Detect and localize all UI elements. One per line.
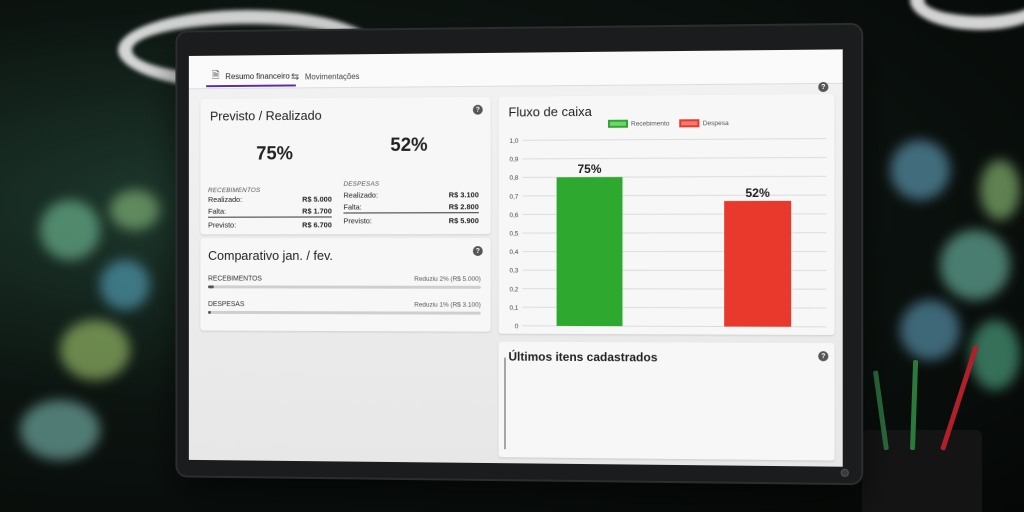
pencil xyxy=(940,344,979,451)
card-title: Últimos itens cadastrados xyxy=(508,349,658,365)
y-tick-label: 0,2 xyxy=(509,286,518,293)
y-tick-label: 0,6 xyxy=(509,212,518,219)
pencil-cup xyxy=(862,344,982,512)
progress-fill xyxy=(208,310,211,314)
row-value: R$ 2.800 xyxy=(448,202,479,212)
background-light xyxy=(20,400,100,460)
recebimentos-previsto-row: Previsto: R$ 6.700 xyxy=(208,220,332,229)
row-value: R$ 1.700 xyxy=(302,206,332,216)
row-label: Previsto: xyxy=(208,220,237,230)
despesas-realizado-row: Realizado: R$ 3.100 xyxy=(343,190,478,199)
legend-item-despesa[interactable]: Despesa xyxy=(679,119,729,128)
card-title: Comparativo jan. / fev. xyxy=(208,248,333,263)
ultimos-itens-card: Últimos itens cadastrados ? xyxy=(498,341,835,461)
y-tick-label: 0,9 xyxy=(509,156,518,163)
tab-label: Resumo financeiro xyxy=(225,71,290,81)
gridline xyxy=(522,157,826,158)
swap-arrows-icon: ⇆ xyxy=(291,71,300,83)
comparativo-card: Comparativo jan. / fev. ? RECEBIMENTOS R… xyxy=(200,238,491,332)
comparativo-recebimentos-label: RECEBIMENTOS xyxy=(208,275,262,283)
chart-legend: Recebimento Despesa xyxy=(607,119,729,128)
bar-data-label: 75% xyxy=(577,162,601,176)
y-tick-label: 0,1 xyxy=(509,305,518,312)
y-tick-label: 0,8 xyxy=(509,175,518,182)
despesas-previsto-row: Previsto: R$ 5.900 xyxy=(343,216,478,225)
row-value: R$ 3.100 xyxy=(448,190,479,200)
recebimentos-percent: 75% xyxy=(256,143,293,165)
left-border-line xyxy=(504,357,506,450)
help-icon[interactable]: ? xyxy=(472,246,483,256)
tab-label: Movimentações xyxy=(304,71,360,81)
gridline xyxy=(522,139,826,141)
ceiling-light-ring xyxy=(910,0,1024,30)
fluxo-de-caixa-card: Fluxo de caixa ? Recebimento Despesa 0 0,… xyxy=(498,81,835,336)
row-value: R$ 5.000 xyxy=(302,194,332,204)
tab-movimentacoes[interactable]: ⇆ Movimentações xyxy=(285,66,365,86)
card-title: Fluxo de caixa xyxy=(508,103,592,120)
background-light xyxy=(110,190,160,230)
legend-swatch xyxy=(607,119,628,128)
background-light xyxy=(890,140,950,200)
bar-data-label: 52% xyxy=(745,186,770,200)
help-icon[interactable]: ? xyxy=(818,351,829,362)
y-tick-label: 0,5 xyxy=(509,231,518,238)
comparativo-recebimentos-value: Reduziu 2% (R$ 5.000) xyxy=(414,275,481,283)
legend-item-recebimento[interactable]: Recebimento xyxy=(607,119,670,128)
background-light xyxy=(900,300,960,360)
row-label: Previsto: xyxy=(343,216,372,226)
y-tick-label: 0,3 xyxy=(509,268,518,275)
y-tick-label: 0,7 xyxy=(509,193,518,200)
legend-swatch xyxy=(679,119,700,128)
legend-label: Recebimento xyxy=(631,119,670,128)
recebimentos-label: RECEBIMENTOS xyxy=(208,187,261,195)
despesas-falta-row: Falta: R$ 2.800 xyxy=(343,202,478,211)
background-light xyxy=(100,260,150,310)
row-label: Realizado: xyxy=(208,195,243,204)
background-light xyxy=(970,320,1020,390)
divider xyxy=(208,216,332,218)
comparativo-despesas-value: Reduziu 1% (R$ 3.100) xyxy=(414,301,481,309)
monitor: 🗎 Resumo financeiro ⇆ Movimentações Prev… xyxy=(177,24,862,484)
y-tick-label: 0 xyxy=(515,323,519,330)
background-light xyxy=(60,320,130,380)
background-light xyxy=(40,200,100,260)
previsto-realizado-card: Previsto / Realizado ? 75% 52% RECEBIMEN… xyxy=(200,96,491,235)
pencil xyxy=(872,370,889,451)
tab-resumo-financeiro[interactable]: 🗎 Resumo financeiro xyxy=(206,66,296,88)
row-label: Falta: xyxy=(343,202,362,212)
bar-recebimento[interactable] xyxy=(556,177,623,327)
comparativo-recebimentos-bar xyxy=(208,285,481,289)
progress-fill xyxy=(208,285,214,289)
help-icon[interactable]: ? xyxy=(818,81,829,93)
background-light xyxy=(980,160,1020,220)
card-title: Previsto / Realizado xyxy=(209,107,322,124)
recebimentos-realizado-row: Realizado: R$ 5.000 xyxy=(208,195,332,204)
document-icon: 🗎 xyxy=(211,69,220,81)
dashboard-screen: 🗎 Resumo financeiro ⇆ Movimentações Prev… xyxy=(188,49,843,467)
row-value: R$ 6.700 xyxy=(302,220,332,230)
y-tick-label: 1,0 xyxy=(509,138,518,145)
power-button[interactable] xyxy=(840,468,849,477)
comparativo-despesas-label: DESPESAS xyxy=(208,301,245,309)
legend-label: Despesa xyxy=(702,119,729,127)
row-value: R$ 5.900 xyxy=(448,216,479,226)
despesas-percent: 52% xyxy=(390,134,428,156)
divider xyxy=(343,212,479,214)
help-icon[interactable]: ? xyxy=(472,104,483,115)
despesas-label: DESPESAS xyxy=(343,180,380,188)
gridline xyxy=(522,176,826,177)
pencil xyxy=(910,359,919,451)
tab-bar: 🗎 Resumo financeiro ⇆ Movimentações xyxy=(188,49,843,90)
row-label: Falta: xyxy=(208,206,227,216)
y-tick-label: 0,4 xyxy=(509,249,518,256)
background-light xyxy=(940,230,1010,300)
bar-despesa[interactable] xyxy=(724,200,792,327)
recebimentos-falta-row: Falta: R$ 1.700 xyxy=(208,207,332,216)
comparativo-despesas-bar xyxy=(208,310,481,315)
bar-chart: 0 0,1 0,2 0,3 0,4 0,5 0,6 0,7 0,8 0,9 1,0 75% 52% xyxy=(509,130,835,330)
row-label: Realizado: xyxy=(343,190,379,200)
